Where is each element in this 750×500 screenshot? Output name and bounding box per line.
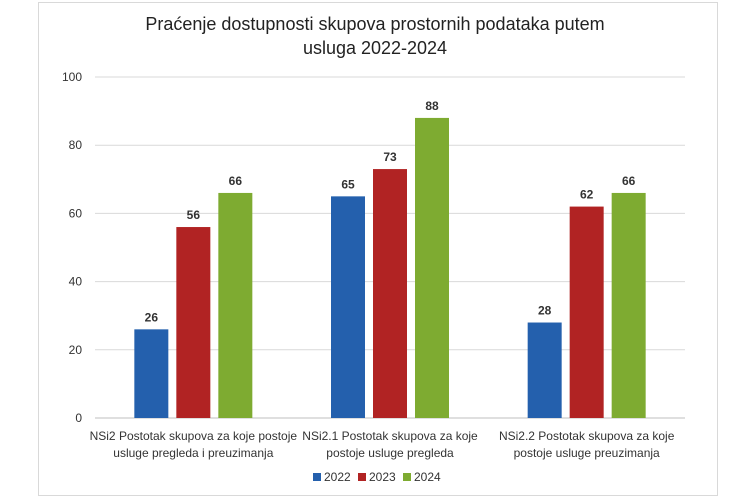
- y-tick-label: 60: [69, 206, 83, 220]
- legend-swatch-2023: [358, 473, 366, 481]
- x-category-label: postoje usluge pregleda: [326, 446, 454, 460]
- y-tick-label: 80: [69, 138, 83, 152]
- legend-label: 2023: [369, 470, 396, 484]
- x-category-label: NSi2.2 Postotak skupova za koje: [499, 429, 675, 443]
- bar-2023: [569, 206, 604, 418]
- y-tick-label: 20: [69, 343, 83, 357]
- x-category-label: NSi2.1 Postotak skupova za koje: [302, 429, 478, 443]
- data-label: 56: [187, 208, 201, 222]
- y-tick-label: 100: [62, 70, 82, 84]
- legend-swatch-2024: [403, 473, 411, 481]
- title-line-2: usluga 2022-2024: [302, 38, 448, 58]
- data-label: 62: [580, 188, 594, 202]
- data-label: 88: [425, 99, 439, 113]
- x-category-label: postoje usluge preuzimanja: [514, 446, 660, 460]
- legend-label: 2024: [414, 470, 441, 484]
- bar-2022: [527, 322, 562, 418]
- x-category-label: usluge pregleda i preuzimanja: [113, 446, 273, 460]
- legend-label: 2022: [324, 470, 351, 484]
- data-label: 65: [341, 177, 355, 191]
- data-label: 66: [622, 174, 636, 188]
- bar-2024: [218, 192, 253, 418]
- y-tick-label: 40: [69, 275, 83, 289]
- chart-frame: [38, 2, 718, 496]
- bar-2022: [134, 329, 169, 418]
- y-tick-label: 0: [75, 411, 82, 425]
- x-category-label: NSi2 Postotak skupova za koje postoje: [90, 429, 298, 443]
- bar-2022: [331, 196, 365, 418]
- bar-2023: [176, 227, 211, 418]
- legend-swatch-2022: [313, 473, 321, 481]
- bar-2023: [373, 169, 407, 418]
- data-label: 26: [145, 310, 159, 324]
- data-label: 28: [538, 304, 552, 318]
- data-label: 66: [229, 174, 243, 188]
- bar-2024: [611, 192, 646, 418]
- data-label: 73: [383, 150, 397, 164]
- bar-2024: [415, 117, 449, 419]
- title-line-1: Praćenje dostupnosti skupova prostornih …: [145, 14, 605, 34]
- chart-title: Praćenje dostupnosti skupova prostornih …: [0, 12, 750, 60]
